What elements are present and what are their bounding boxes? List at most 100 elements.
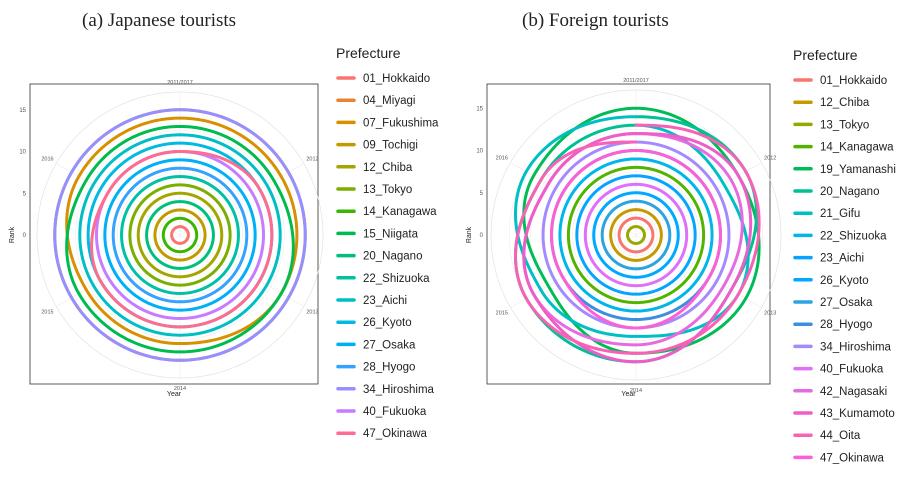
legend: Prefecture 01_Hokkaido 04_Miyagi 07_Fukushi… <box>336 45 439 440</box>
angle-tick-label: 2015 <box>41 310 53 316</box>
legend-label-42_Nagasaki: 42_Nagasaki <box>820 386 887 398</box>
series-line-15_Niigata <box>65 124 295 354</box>
series-line-01_Hokkaido <box>617 216 655 254</box>
legend-label-22_Shizuoka: 22_Shizuoka <box>363 273 430 285</box>
series-line-43_Kumamoto <box>522 132 753 364</box>
legend-label-47_Okinawa: 47_Okinawa <box>363 428 428 440</box>
angle-tick-label: 2011/2017 <box>167 80 193 86</box>
legend-label-13_Tokyo: 13_Tokyo <box>363 184 412 196</box>
series-line-14_Kanagawa <box>161 216 199 254</box>
angle-tick-label: 2013 <box>306 310 318 316</box>
series-line-23_Aichi <box>575 174 697 296</box>
series-line-22_Shizuoka <box>120 175 240 295</box>
series-line-13_Tokyo <box>128 183 232 287</box>
legend-label-28_Hyogo: 28_Hyogo <box>363 362 415 374</box>
angle-tick-label: 2015 <box>496 311 508 317</box>
series-line-20_Nagano <box>145 200 215 270</box>
legend-label-15_Niigata: 15_Niigata <box>363 228 419 240</box>
rank-tick-label: 5 <box>480 191 484 197</box>
legend-label-44_Oita: 44_Oita <box>820 430 861 442</box>
series-line-40_Fukuoka <box>583 182 689 288</box>
legend-label-21_Gifu: 21_Gifu <box>820 208 860 220</box>
grid-outer-circle <box>490 89 782 381</box>
series-line-21_Gifu <box>514 115 750 338</box>
angle-tick-label: 2012 <box>306 157 318 163</box>
legend-label-09_Tochigi: 09_Tochigi <box>363 140 418 152</box>
legend-title: Prefecture <box>793 47 858 63</box>
legend-label-01_Hokkaido: 01_Hokkaido <box>820 75 887 87</box>
series-line-14_Kanagawa <box>566 165 706 305</box>
series-line-12_Chiba <box>609 208 663 262</box>
rank-tick-label: 0 <box>480 233 484 239</box>
grid-circle <box>614 213 658 257</box>
angle-tick-label: 2014 <box>630 388 642 394</box>
y-axis-title: Rank <box>466 226 473 243</box>
legend-label-14_Kanagawa: 14_Kanagawa <box>363 206 437 218</box>
legend-label-07_Fukushima: 07_Fukushima <box>363 117 439 129</box>
legend-label-04_Miyagi: 04_Miyagi <box>363 95 415 107</box>
rank-tick-label: 15 <box>476 106 483 112</box>
panel-a-title: (a) Japanese tourists <box>82 10 237 31</box>
rank-tick-label: 15 <box>19 108 26 114</box>
y-axis-title: Rank <box>9 226 16 243</box>
series-line-26_Kyoto <box>592 191 680 279</box>
series-line-47_Okinawa <box>550 149 722 330</box>
angle-tick-label: 2012 <box>764 156 776 162</box>
series-line-28_Hyogo <box>111 166 249 304</box>
legend-label-12_Chiba: 12_Chiba <box>820 97 870 109</box>
panel-b-title: (b) Foreign tourists <box>522 10 669 31</box>
angle-tick-label: 2013 <box>764 311 776 317</box>
legend-label-40_Fukuoka: 40_Fukuoka <box>820 364 884 376</box>
legend-label-43_Kumamoto: 43_Kumamoto <box>820 408 895 420</box>
series-line-07_Fukushima <box>65 116 299 346</box>
series-line-13_Tokyo <box>626 225 646 245</box>
legend-title: Prefecture <box>336 45 401 61</box>
legend-label-34_Hiroshima: 34_Hiroshima <box>363 384 435 396</box>
legend-label-28_Hyogo: 28_Hyogo <box>820 319 872 331</box>
series-line-47_Okinawa <box>90 150 274 329</box>
rank-tick-label: 10 <box>476 149 483 155</box>
grid-circle <box>75 130 285 340</box>
series-line-44_Oita <box>514 123 761 355</box>
legend-label-40_Fukuoka: 40_Fukuoka <box>363 406 427 418</box>
chart-panel-1: 2011/2017 2012 2013 2014 2015 2016 0 5 10 15 Year R… <box>466 47 896 464</box>
x-axis-title: Year <box>167 391 182 398</box>
rank-tick-label: 5 <box>23 191 27 197</box>
legend-label-14_Kanagawa: 14_Kanagawa <box>820 142 894 154</box>
angle-tick-label: 2011/2017 <box>623 78 649 84</box>
legend: Prefecture 01_Hokkaido 12_Chiba 13_Tokyo 14_… <box>793 47 896 464</box>
series-line-27_Osaka <box>103 158 257 312</box>
legend-label-34_Hiroshima: 34_Hiroshima <box>820 341 892 353</box>
rank-tick-label: 0 <box>23 233 27 239</box>
series-line-12_Chiba <box>136 191 224 279</box>
legend-label-23_Aichi: 23_Aichi <box>820 253 864 265</box>
grid-circle <box>572 171 700 299</box>
legend-label-27_Osaka: 27_Osaka <box>820 297 873 309</box>
series-line-27_Osaka <box>600 199 672 271</box>
legend-label-27_Osaka: 27_Osaka <box>363 339 416 351</box>
series-line-22_Shizuoka <box>558 157 714 313</box>
series-line-09_Tochigi <box>153 208 207 262</box>
x-axis-title: Year <box>621 391 636 398</box>
angle-tick-label: 2014 <box>174 386 186 392</box>
legend-label-20_Nagano: 20_Nagano <box>363 251 422 263</box>
grid-outer-circle <box>36 91 324 379</box>
series-line-34_Hiroshima <box>53 108 307 362</box>
angle-tick-label: 2016 <box>41 157 53 163</box>
chart-panel-0: 2011/2017 2012 2013 2014 2015 2016 0 5 10 15 Year R… <box>9 45 439 440</box>
legend-label-20_Nagano: 20_Nagano <box>820 186 879 198</box>
legend-label-12_Chiba: 12_Chiba <box>363 162 413 174</box>
series-line-23_Aichi <box>78 133 282 337</box>
legend-label-13_Tokyo: 13_Tokyo <box>820 119 869 131</box>
legend-label-26_Kyoto: 26_Kyoto <box>363 317 412 329</box>
legend-label-01_Hokkaido: 01_Hokkaido <box>363 73 430 85</box>
legend-label-47_Okinawa: 47_Okinawa <box>820 452 885 464</box>
series-line-01_Hokkaido <box>170 225 190 245</box>
grid-circle <box>158 213 202 257</box>
legend-label-19_Yamanashi: 19_Yamanashi <box>820 164 896 176</box>
grid-circle <box>117 172 243 298</box>
rank-tick-label: 10 <box>19 150 26 156</box>
angle-tick-label: 2016 <box>496 156 508 162</box>
legend-label-23_Aichi: 23_Aichi <box>363 295 407 307</box>
